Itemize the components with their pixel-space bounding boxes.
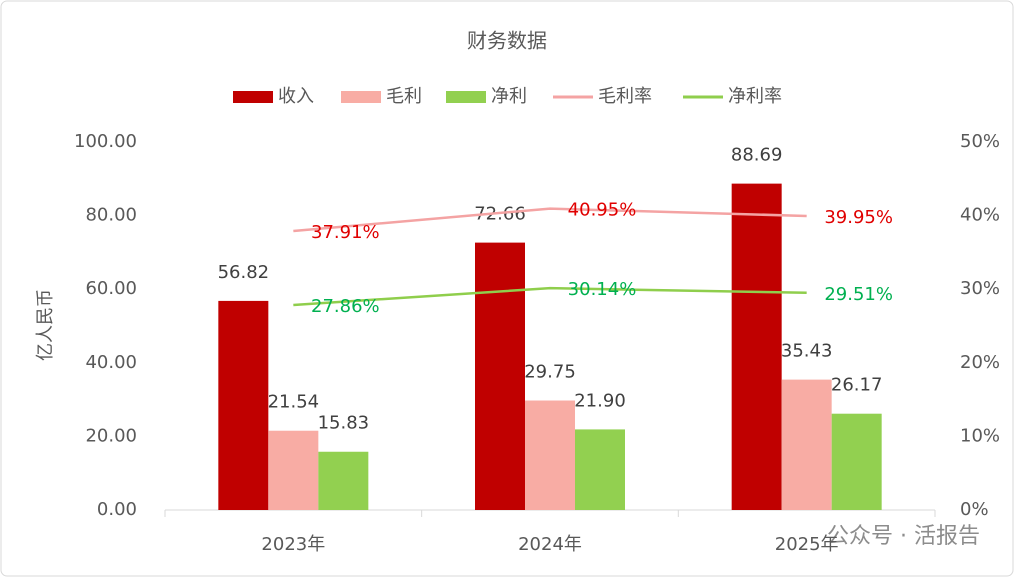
bar (218, 300, 269, 510)
y2-tick-label: 20% (960, 352, 1000, 373)
bar (731, 183, 782, 511)
y-tick-label: 0.00 (97, 499, 137, 520)
x-tick-label: 2025年 (775, 534, 839, 555)
bar-value-label: 29.75 (524, 362, 576, 383)
bar-value-label: 21.90 (574, 390, 626, 411)
watermark: 公众号 · 活报告 (827, 524, 980, 549)
bar-value-label: 88.69 (731, 145, 783, 166)
bar (575, 429, 625, 510)
line (293, 286, 807, 307)
line-value-label: 27.86% (311, 296, 380, 317)
bar (318, 451, 369, 510)
y-tick-label: 40.00 (85, 352, 137, 373)
bar-value-label: 26.17 (831, 375, 883, 396)
legend-label: 毛利率 (598, 86, 652, 107)
bar-value-label: 21.54 (268, 392, 320, 413)
legend-label: 净利率 (728, 86, 782, 107)
legend-swatch (446, 91, 486, 103)
y2-tick-label: 40% (960, 205, 1000, 226)
legend-swatch (341, 91, 381, 103)
line-value-label: 29.51% (824, 284, 893, 305)
line-value-label: 39.95% (824, 207, 893, 228)
y2-tick-label: 50% (960, 131, 1000, 152)
bar (781, 379, 832, 510)
y-tick-label: 60.00 (85, 278, 137, 299)
bar-value-label: 15.83 (318, 413, 370, 434)
x-tick-label: 2023年 (261, 534, 325, 555)
y-tick-label: 80.00 (85, 205, 137, 226)
bar (525, 400, 575, 510)
y-tick-label: 20.00 (85, 425, 137, 446)
bar-value-label: 56.82 (218, 262, 270, 283)
bar (831, 413, 882, 510)
legend-label: 净利 (491, 86, 527, 107)
y2-tick-label: 0% (960, 499, 989, 520)
line-value-label: 30.14% (568, 279, 637, 300)
bar-value-label: 35.43 (781, 341, 833, 362)
legend-label: 收入 (278, 86, 314, 107)
chart-title: 财务数据 (467, 29, 547, 53)
bar (475, 242, 525, 510)
line-value-label: 40.95% (568, 200, 637, 221)
y-axis-title: 亿人民币 (35, 289, 56, 361)
y2-tick-label: 30% (960, 278, 1000, 299)
line (293, 207, 807, 233)
y-tick-label: 100.00 (74, 131, 137, 152)
legend-swatch (233, 91, 273, 103)
line-value-label: 37.91% (311, 222, 380, 243)
x-tick-label: 2024年 (518, 534, 582, 555)
bar (268, 430, 319, 510)
y2-tick-label: 10% (960, 425, 1000, 446)
legend-label: 毛利 (386, 86, 422, 107)
